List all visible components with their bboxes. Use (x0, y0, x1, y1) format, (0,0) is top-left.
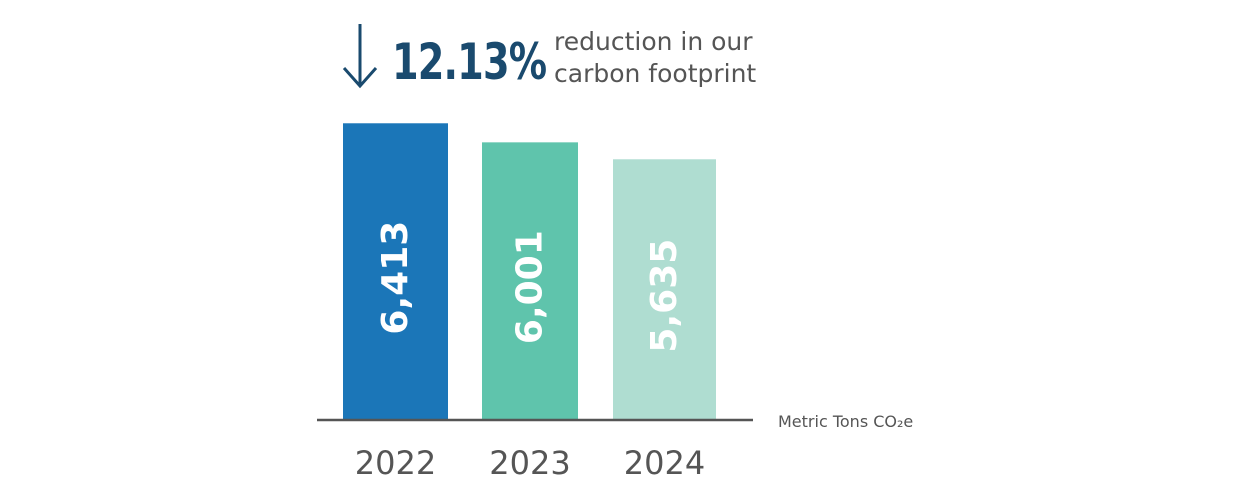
category-label-2022: 2022 (355, 444, 436, 482)
category-label-2023: 2023 (489, 444, 570, 482)
description-line-2: carbon footprint (554, 59, 757, 88)
description-line-1: reduction in our (554, 27, 753, 56)
category-labels-group: 2022 2023 2024 (355, 444, 705, 482)
bars-group: 6,413 6,001 5,635 (343, 123, 716, 420)
reduction-description: reduction in our carbon footprint (554, 26, 756, 90)
unit-label: Metric Tons CO₂e (778, 412, 913, 431)
arrow-down-icon (342, 24, 378, 89)
bar-2022 (343, 123, 448, 420)
bar-value-label-2023: 6,001 (510, 230, 551, 344)
bar-2024 (613, 159, 716, 420)
category-label-2024: 2024 (624, 444, 705, 482)
bar-value-label-2022: 6,413 (375, 221, 416, 335)
bar-value-label-2024: 5,635 (644, 239, 685, 353)
reduction-percent: 12.13% (392, 33, 547, 91)
bar-2023 (482, 142, 578, 420)
